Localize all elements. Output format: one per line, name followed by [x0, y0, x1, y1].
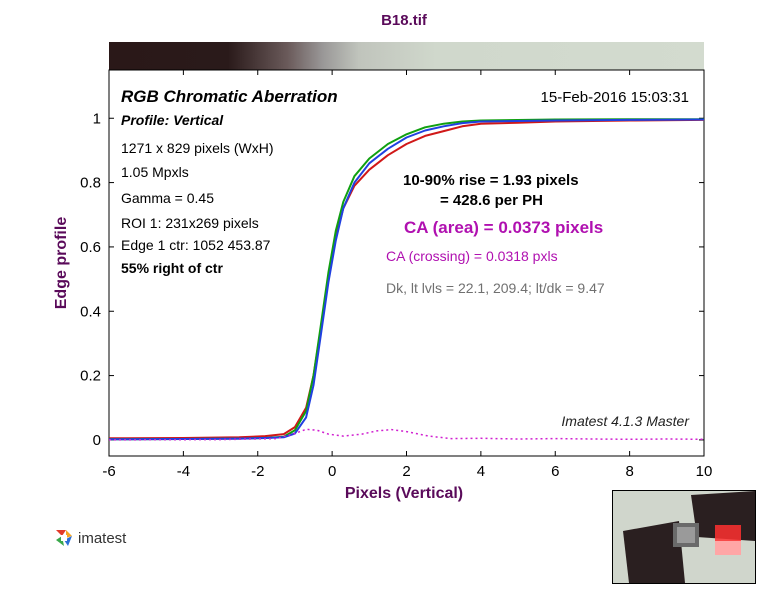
- x-tick-label: 2: [402, 463, 410, 480]
- chart-title: B18.tif: [381, 12, 428, 29]
- y-tick-label: 0.2: [80, 368, 101, 385]
- annotation-gamma: Gamma = 0.45: [121, 190, 214, 206]
- annotation-title: RGB Chromatic Aberration: [121, 87, 338, 106]
- y-axis-label: Edge profile: [53, 217, 70, 310]
- y-tick-label: 0.4: [80, 303, 101, 320]
- y-tick-label: 0.6: [80, 239, 101, 256]
- y-axis-ticks: 0 0.2 0.4 0.6 0.8 1: [80, 110, 704, 449]
- y-tick-label: 0: [93, 432, 101, 449]
- x-tick-label: 6: [551, 463, 559, 480]
- x-axis-label: Pixels (Vertical): [345, 485, 463, 502]
- imatest-logo: imatest: [54, 526, 154, 550]
- edge-image-strip: [109, 42, 704, 70]
- x-tick-label: 10: [696, 463, 713, 480]
- imatest-logo-text: imatest: [78, 529, 127, 547]
- annotation-dimensions: 1271 x 829 pixels (WxH): [121, 140, 274, 156]
- y-tick-label: 0.8: [80, 175, 101, 192]
- blue-channel-line: [108, 118, 705, 441]
- imatest-logo-icon: [54, 528, 74, 548]
- annotation-rise-per-ph: = 428.6 per PH: [440, 192, 543, 209]
- annotation-timestamp: 15-Feb-2016 15:03:31: [541, 89, 689, 106]
- roi-thumbnail: [612, 490, 756, 584]
- annotation-ca-area: CA (area) = 0.0373 pixels: [404, 218, 603, 237]
- annotation-profile: Profile: Vertical: [121, 112, 224, 128]
- x-tick-label: 8: [625, 463, 633, 480]
- annotation-version: Imatest 4.1.3 Master: [561, 413, 690, 429]
- x-tick-label: -6: [102, 463, 115, 480]
- annotation-rise: 10-90% rise = 1.93 pixels: [403, 172, 579, 189]
- annotation-ca-crossing: CA (crossing) = 0.0318 pxls: [386, 248, 558, 264]
- annotation-dk-levels: Dk, lt lvls = 22.1, 209.4; lt/dk = 9.47: [386, 280, 605, 296]
- x-tick-label: -2: [251, 463, 264, 480]
- x-tick-label: 4: [477, 463, 485, 480]
- series-layer: [108, 118, 705, 441]
- annotation-position: 55% right of ctr: [121, 260, 223, 276]
- annotation-mpxls: 1.05 Mpxls: [121, 164, 189, 180]
- x-tick-label: 0: [328, 463, 336, 480]
- x-tick-label: -4: [177, 463, 190, 480]
- annotation-roi: ROI 1: 231x269 pixels: [121, 215, 259, 231]
- y-tick-label: 1: [93, 110, 101, 127]
- ca-difference-line: [108, 428, 705, 441]
- x-axis-ticks: -6 -4 -2 0 2 4 6 8 10: [102, 70, 712, 480]
- annotation-edge-center: Edge 1 ctr: 1052 453.87: [121, 237, 271, 253]
